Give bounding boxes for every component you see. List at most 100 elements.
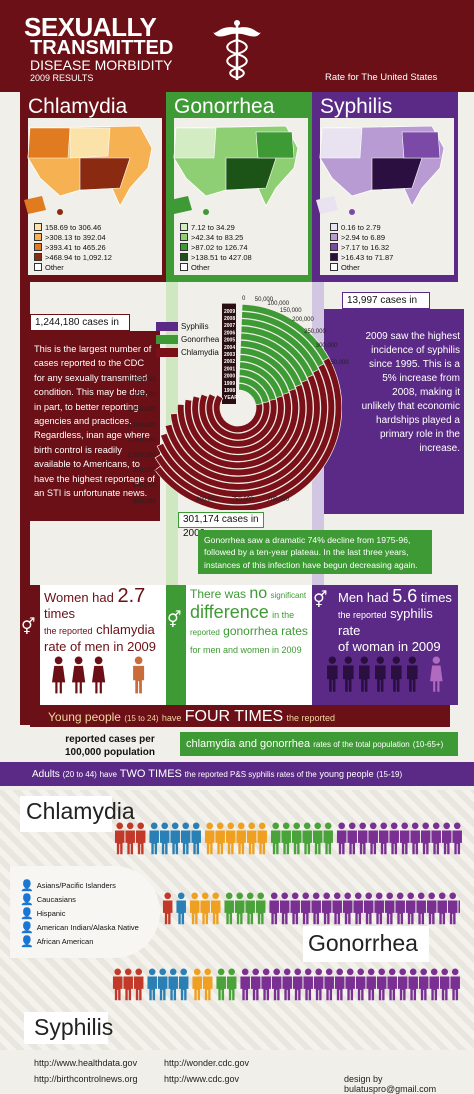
- man-icon: [324, 968, 334, 1000]
- gonorrhea-cases-badge: 301,174 cases in 2009: [178, 512, 264, 528]
- legend-item: Other: [180, 262, 252, 272]
- tick-label: 150,000: [280, 308, 302, 314]
- legend-item: >7.17 to 16.32: [330, 242, 393, 252]
- legend-item: Gonorrhea: [156, 333, 228, 346]
- man-icon: [343, 892, 353, 924]
- legend-swatch: [180, 233, 188, 241]
- man-icon: [192, 968, 202, 1000]
- eth-syphilis-heading: Syphilis: [34, 1014, 113, 1041]
- tick-label: 1,050,000: [106, 433, 156, 448]
- man-icon: [314, 968, 324, 1000]
- man-icon: [407, 657, 418, 692]
- man-icon: [269, 892, 279, 924]
- person-icon: 👤: [20, 907, 34, 920]
- man-icon: [366, 968, 376, 1000]
- legend-swatch: [34, 223, 42, 231]
- year-label: 2001: [224, 366, 235, 372]
- man-icon: [301, 892, 311, 924]
- man-icon: [343, 657, 354, 692]
- man-icon: [450, 968, 460, 1000]
- source-link[interactable]: http://www.healthdata.gov: [34, 1058, 137, 1068]
- credit-text: design by bulatuspro@gmail.com: [344, 1074, 474, 1094]
- gonorrhea-us-map: [166, 118, 306, 218]
- young-people-text: Young people (15 to 24) have FOUR TIMES …: [48, 708, 335, 726]
- man-icon: [200, 892, 210, 924]
- man-icon: [236, 822, 246, 854]
- legend-item: >468.94 to 1,092.12: [34, 252, 112, 262]
- man-icon: [133, 657, 144, 694]
- tick-label: 1,150,000: [106, 402, 156, 417]
- gonorrhea-heading: Gonorrhea: [168, 94, 308, 120]
- woman-icon: [72, 657, 85, 694]
- legend-swatch: [330, 243, 338, 251]
- man-icon: [190, 892, 200, 924]
- source-link[interactable]: http://wonder.cdc.gov: [164, 1058, 249, 1068]
- legend-item: 0.16 to 2.79: [330, 222, 393, 232]
- caduceus-icon: [212, 18, 262, 82]
- chlamydia-side-bar: [20, 585, 40, 725]
- man-icon: [170, 822, 180, 854]
- syphilis-legend: 0.16 to 2.79 >2.94 to 6.89 >7.17 to 16.3…: [330, 222, 393, 272]
- man-icon: [313, 822, 323, 854]
- radial-legend: Syphilis Gonorrhea Chlamydia: [156, 320, 228, 359]
- year-label: YEAR: [224, 395, 238, 401]
- tick-label: 300,000: [316, 343, 338, 349]
- chlamydia-legend: 158.69 to 306.46 >308.13 to 392.04 >393.…: [34, 222, 112, 272]
- source-link[interactable]: http://www.cdc.gov: [164, 1074, 239, 1084]
- man-icon: [282, 968, 292, 1000]
- source-link[interactable]: http://birthcontrolnews.org: [34, 1074, 138, 1084]
- man-icon: [427, 892, 437, 924]
- man-icon: [410, 822, 420, 854]
- gonorrhea-stat-text: Gonorrhea saw a dramatic 74% decline fro…: [198, 530, 432, 574]
- tick-label: 200,000: [292, 317, 314, 323]
- man-icon: [224, 892, 234, 924]
- person-icon: 👤: [20, 935, 34, 948]
- title-line4: 2009 RESULTS: [30, 73, 93, 83]
- man-icon: [421, 822, 431, 854]
- woman-icon: [92, 657, 105, 694]
- man-icon: [452, 822, 462, 854]
- man-icon: [240, 968, 250, 1000]
- legend-swatch: [330, 223, 338, 231]
- year-label: 2002: [224, 359, 235, 365]
- woman-icon: [430, 657, 443, 692]
- legend-swatch: [156, 322, 178, 331]
- tick-label: 900,000: [106, 478, 156, 493]
- man-icon: [322, 892, 332, 924]
- syphilis-stat-text: 2009 saw the highest incidence of syphil…: [358, 330, 460, 456]
- man-icon: [293, 968, 303, 1000]
- man-icon: [211, 892, 221, 924]
- man-icon: [400, 822, 410, 854]
- legend-item: Chlamydia: [156, 346, 228, 359]
- man-icon: [215, 822, 225, 854]
- legend-swatch: [180, 243, 188, 251]
- legend-swatch: [180, 263, 188, 271]
- man-icon: [389, 822, 399, 854]
- cg-text: chlamydia and gonorrhea rates of the tot…: [186, 738, 443, 750]
- man-icon: [261, 968, 271, 1000]
- legend-item: Syphilis: [156, 320, 228, 333]
- man-icon: [227, 968, 237, 1000]
- legend-item: >87.02 to 126.74: [180, 242, 252, 252]
- eth-gonorrhea-pictogram: [160, 890, 460, 930]
- man-icon: [391, 657, 402, 692]
- man-icon: [335, 968, 345, 1000]
- man-icon: [379, 822, 389, 854]
- legend-swatch: [34, 263, 42, 271]
- legend-swatch: [180, 253, 188, 261]
- legend-item: 👤African American: [20, 934, 160, 948]
- legend-swatch: [156, 348, 178, 357]
- person-icon: 👤: [20, 893, 34, 906]
- legend-item: >42.34 to 83.25: [180, 232, 252, 242]
- man-icon: [431, 822, 441, 854]
- man-icon: [149, 822, 159, 854]
- legend-swatch: [156, 335, 178, 344]
- legend-item: >2.94 to 6.89: [330, 232, 393, 242]
- man-icon: [442, 822, 452, 854]
- man-icon: [257, 822, 267, 854]
- tick-label: 350,000: [327, 360, 349, 366]
- legend-swatch: [330, 233, 338, 241]
- man-icon: [440, 968, 450, 1000]
- eth-syphilis-pictogram: [110, 966, 460, 1006]
- man-icon: [332, 892, 342, 924]
